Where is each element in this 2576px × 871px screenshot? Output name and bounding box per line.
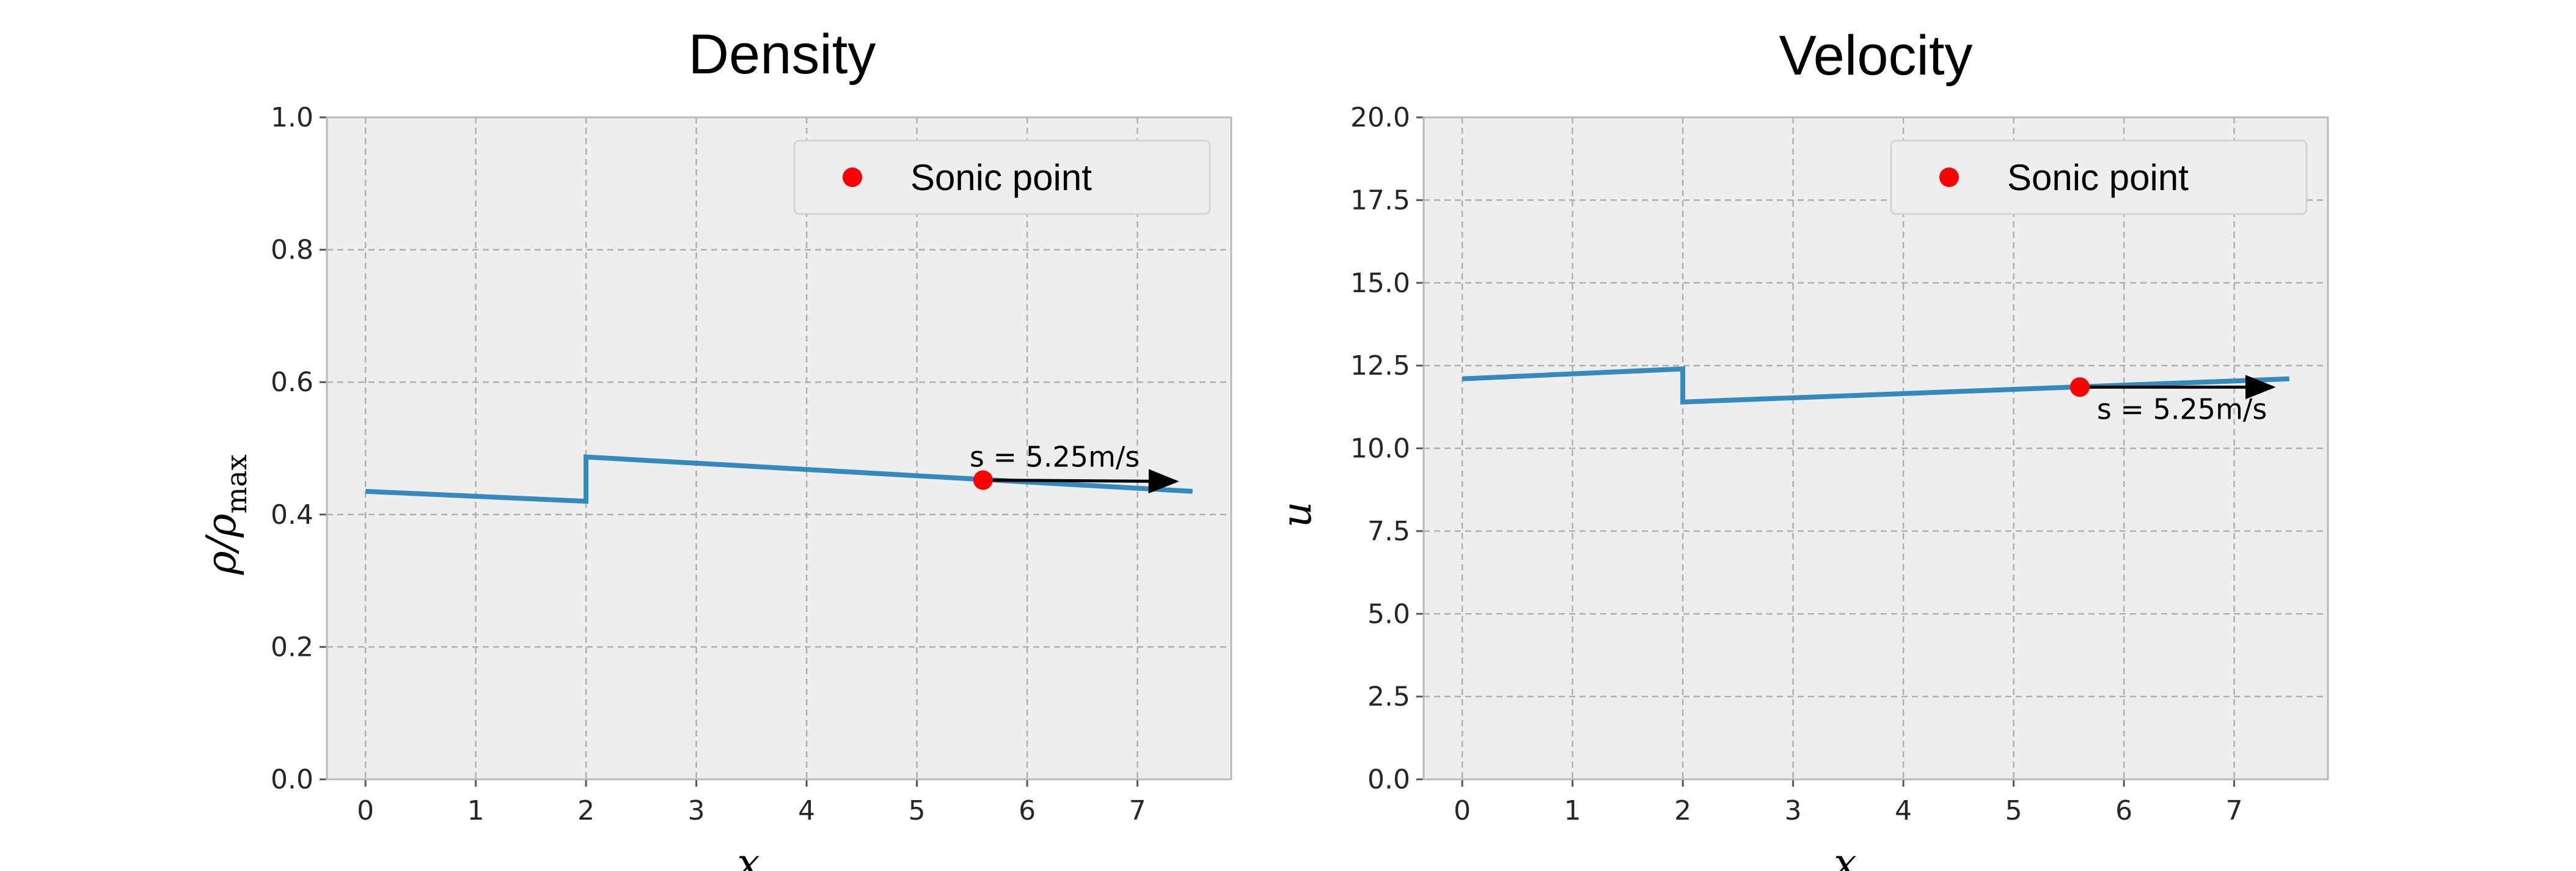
- chart-1-x-tick-label: 4: [1895, 795, 1912, 826]
- chart-1-y-tick-label: 7.5: [1367, 516, 1410, 547]
- chart-1-y-axis-label: u: [1273, 502, 1320, 528]
- chart-1-speed-annotation: s = 5.25m/s: [2097, 392, 2267, 425]
- chart-1-y-tick-label: 10.0: [1350, 433, 1410, 465]
- chart-0-x-axis-label: x: [737, 840, 759, 871]
- chart-1-x-tick-label: 3: [1785, 795, 1802, 826]
- chart-1-legend-marker: [1939, 167, 1959, 187]
- chart-1-x-tick-label: 1: [1564, 795, 1581, 826]
- chart-0-x-tick-label: 4: [798, 795, 815, 826]
- chart-1-y-tick-label: 17.5: [1350, 185, 1410, 216]
- chart-0-legend-label: Sonic point: [910, 157, 1092, 198]
- chart-0-legend-marker: [843, 167, 862, 187]
- chart-1-x-tick-label: 5: [2005, 795, 2022, 826]
- chart-1-y-tick-label: 12.5: [1350, 350, 1410, 381]
- chart-1-x-tick-label: 0: [1454, 795, 1471, 826]
- chart-1-y-tick-label: 5.0: [1367, 598, 1410, 630]
- chart-0-x-tick-label: 7: [1129, 795, 1146, 826]
- chart-0-sonic-point-marker: [973, 470, 993, 490]
- chart-0-y-tick-label: 1.0: [271, 102, 313, 133]
- chart-1-x-tick-label: 2: [1674, 795, 1691, 826]
- chart-1-title: Velocity: [1779, 24, 1972, 87]
- chart-0-x-tick-label: 6: [1019, 795, 1036, 826]
- density-panel: Density 0 1 2 3 4 5 6 7 0.0 0.2 0.4 0.6 0.8 1.0 x ρ/ρmax…: [198, 23, 1232, 871]
- chart-0-y-tick-label: 0.4: [271, 499, 313, 531]
- chart-0-speed-arrow: [982, 469, 1179, 494]
- chart-0-y-tick-label: 0.0: [271, 764, 313, 795]
- chart-0-title: Density: [689, 23, 876, 86]
- chart-1-series-line: [1462, 366, 2289, 405]
- chart-0-y-tick-label: 0.2: [271, 631, 313, 663]
- chart-1-y-tick-label: 20.0: [1350, 102, 1410, 133]
- chart-0-series-line: [365, 454, 1193, 504]
- chart-0-legend-box: [793, 139, 1211, 215]
- chart-0-x-tick-label: 0: [357, 795, 374, 826]
- chart-0-plot-border: [326, 116, 1232, 781]
- chart-0-x-tick-label: 3: [688, 795, 705, 826]
- chart-1-sonic-point-marker: [2069, 377, 2090, 397]
- chart-1-y-tick-label: 15.0: [1350, 268, 1410, 299]
- chart-1-x-tick-label: 6: [2115, 795, 2132, 826]
- chart-1-legend-label: Sonic point: [2007, 157, 2189, 198]
- chart-0-x-tick-label: 1: [467, 795, 485, 826]
- chart-1-legend-box: [1890, 139, 2308, 215]
- chart-0-y-axis-label: ρ/ρmax: [198, 454, 253, 575]
- velocity-panel: Velocity 0 1 2 3 4 5 6 7 0.0 2.5 5.0 7.5 10.0 12.5 15.0…: [1273, 24, 2329, 871]
- chart-0-plot-area: [326, 116, 1232, 781]
- chart-1-plot-border: [1422, 116, 2329, 781]
- chart-1-y-tick-label: 2.5: [1367, 682, 1410, 713]
- chart-0-x-tick-label: 5: [909, 795, 926, 826]
- chart-0-speed-annotation: s = 5.25m/s: [970, 440, 1140, 473]
- chart-0-y-tick-label: 0.6: [271, 367, 313, 398]
- chart-1-x-tick-label: 7: [2226, 795, 2243, 826]
- chart-1-x-axis-label: x: [1834, 840, 1856, 871]
- chart-0-y-tick-label: 0.8: [271, 235, 313, 266]
- chart-1-y-tick-label: 0.0: [1367, 764, 1410, 795]
- chart-0-x-tick-label: 2: [577, 795, 595, 826]
